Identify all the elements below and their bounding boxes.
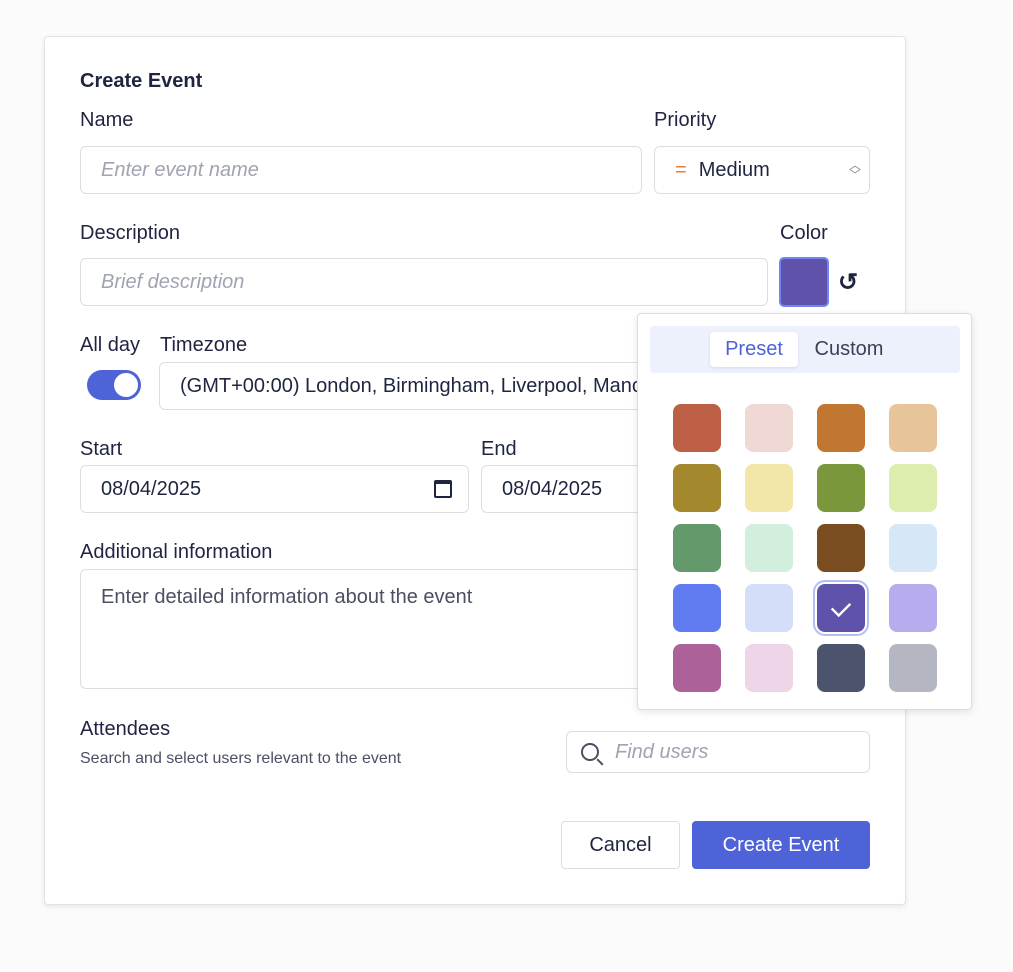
color-swatch[interactable]	[745, 524, 793, 572]
description-input[interactable]: Brief description	[80, 258, 768, 306]
end-value: 08/04/2025	[502, 477, 603, 500]
priority-select[interactable]: = Medium ︿ ﹀	[654, 146, 870, 194]
color-swatch[interactable]	[673, 464, 721, 512]
color-swatch[interactable]	[673, 404, 721, 452]
description-label: Description	[80, 222, 181, 244]
toggle-knob	[114, 373, 138, 397]
color-swatch[interactable]	[745, 404, 793, 452]
color-swatch-button[interactable]	[779, 257, 829, 307]
color-swatch[interactable]	[889, 404, 937, 452]
cancel-button[interactable]: Cancel	[561, 821, 680, 869]
color-swatch[interactable]	[817, 524, 865, 572]
color-swatch[interactable]	[673, 584, 721, 632]
color-swatch[interactable]	[817, 464, 865, 512]
start-date-input[interactable]: 08/04/2025	[80, 465, 469, 513]
chevron-updown-icon: ︿ ﹀	[848, 158, 861, 182]
color-swatch[interactable]	[673, 644, 721, 692]
timezone-value: (GMT+00:00) London, Birmingham, Liverpoo…	[180, 374, 679, 397]
additional-textarea[interactable]: Enter detailed information about the eve…	[80, 569, 680, 689]
priority-label: Priority	[654, 109, 717, 131]
undo-icon[interactable]: ↺	[838, 269, 859, 296]
priority-value: Medium	[698, 158, 770, 181]
color-swatch[interactable]	[889, 584, 937, 632]
start-label: Start	[80, 438, 123, 460]
color-swatch[interactable]	[889, 644, 937, 692]
search-icon	[581, 743, 604, 766]
color-swatch[interactable]	[745, 584, 793, 632]
all-day-toggle[interactable]	[87, 370, 141, 400]
color-swatch[interactable]	[745, 464, 793, 512]
color-label: Color	[780, 222, 828, 244]
picker-tabs: Preset Custom	[650, 326, 960, 373]
name-label: Name	[80, 109, 134, 131]
timezone-label: Timezone	[160, 334, 248, 356]
create-event-button[interactable]: Create Event	[692, 821, 870, 869]
all-day-label: All day	[80, 334, 141, 356]
color-swatch[interactable]	[673, 524, 721, 572]
tab-custom[interactable]: Custom	[814, 338, 884, 360]
attendees-label: Attendees	[80, 718, 171, 740]
timezone-select[interactable]: (GMT+00:00) London, Birmingham, Liverpoo…	[159, 362, 679, 410]
color-swatch[interactable]	[817, 584, 865, 632]
calendar-icon[interactable]	[434, 480, 452, 498]
color-swatch[interactable]	[889, 464, 937, 512]
attendees-help: Search and select users relevant to the …	[80, 750, 402, 767]
color-swatch[interactable]	[817, 404, 865, 452]
tab-preset[interactable]: Preset	[710, 332, 798, 367]
check-icon	[830, 596, 852, 618]
color-swatch[interactable]	[817, 644, 865, 692]
equals-icon: =	[675, 158, 687, 181]
find-users-input[interactable]: Find users	[566, 731, 870, 773]
name-input[interactable]: Enter event name	[80, 146, 642, 194]
start-value: 08/04/2025	[101, 477, 202, 500]
color-swatch[interactable]	[889, 524, 937, 572]
color-picker-popover: Preset Custom	[637, 313, 972, 710]
name-placeholder: Enter event name	[101, 158, 259, 181]
description-placeholder: Brief description	[101, 270, 245, 293]
dialog-title: Create Event	[80, 70, 203, 92]
additional-label: Additional information	[80, 541, 273, 563]
color-swatch[interactable]	[745, 644, 793, 692]
additional-placeholder: Enter detailed information about the eve…	[101, 586, 473, 608]
end-label: End	[481, 438, 517, 460]
find-users-placeholder: Find users	[615, 740, 709, 763]
